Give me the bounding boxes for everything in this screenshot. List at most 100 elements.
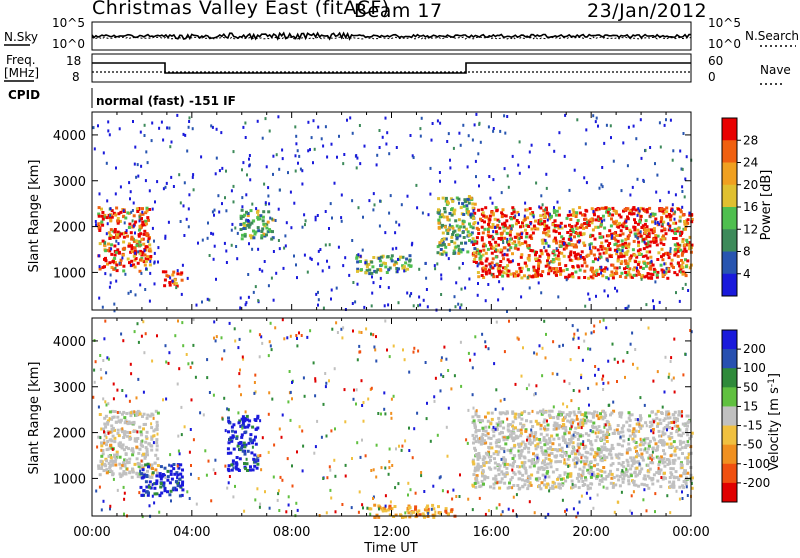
power-data-cell [526,244,529,247]
velocity-noise-cell [546,420,548,423]
power-data-cell [609,248,612,251]
power-noise-cell [663,262,665,265]
velocity-noise-cell [337,331,339,334]
power-data-cell [452,227,455,230]
velocity-noise-cell [601,378,603,381]
power-data-cell [620,260,623,263]
power-data-cell [126,235,129,238]
power-noise-cell [675,291,677,294]
power-data-cell [501,275,504,278]
velocity-noise-cell [290,391,292,394]
power-data-cell [621,243,624,246]
velocity-noise-cell [148,485,150,488]
velocity-data-cell [234,431,237,434]
velocity-noise-cell [109,417,111,420]
power-noise-cell [317,214,319,217]
velocity-data-cell [121,430,124,433]
velocity-noise-cell [259,506,261,509]
power-data-cell [440,239,443,242]
velocity-data-cell [500,470,503,473]
velocity-data-cell [600,446,603,449]
velocity-data-cell [536,423,539,426]
velocity-noise-cell [536,353,538,356]
velocity-data-cell [409,506,412,509]
velocity-data-cell [632,433,635,436]
power-data-cell [595,218,598,221]
power-noise-cell [388,212,390,215]
power-data-cell [541,239,544,242]
velocity-data-cell [612,432,615,435]
power-noise-cell [279,189,281,192]
velocity-noise-cell [363,401,365,404]
velocity-noise-cell [191,362,193,365]
power-data-cell [584,218,587,221]
power-noise-cell [607,294,609,297]
power-data-cell [115,207,118,210]
velocity-data-cell [523,461,526,464]
velocity-data-cell [663,465,666,468]
power-data-cell [495,209,498,212]
velocity-noise-cell [323,403,325,406]
velocity-data-cell [605,448,608,451]
power-noise-cell [427,305,429,308]
velocity-noise-cell [335,321,337,324]
power-data-cell [570,250,573,253]
power-data-cell [576,222,579,225]
velocity-noise-cell [585,333,587,336]
velocity-noise-cell [481,333,483,336]
velocity-noise-cell [521,443,523,446]
velocity-noise-cell [221,336,223,339]
power-noise-cell [379,129,381,132]
power-colorbar-tick-label: 28 [743,133,758,147]
power-data-cell [612,276,615,279]
velocity-noise-cell [268,451,270,454]
power-data-cell [139,244,142,247]
power-data-cell [516,219,519,222]
velocity-noise-cell [597,494,599,497]
velocity-data-cell [662,419,665,422]
velocity-noise-cell [620,436,622,439]
power-noise-cell [388,152,390,155]
velocity-noise-cell [488,509,490,512]
power-data-cell [648,232,651,235]
power-data-cell [553,230,556,233]
power-noise-cell [151,122,153,125]
velocity-data-cell [181,488,184,491]
velocity-data-cell [606,440,609,443]
power-data-cell [110,228,113,231]
velocity-noise-cell [145,332,147,335]
power-data-cell [440,248,443,251]
velocity-data-cell [540,446,543,449]
power-data-cell [501,215,504,218]
power-noise-cell [360,255,362,258]
power-noise-cell [492,202,494,205]
velocity-data-cell [255,443,258,446]
velocity-data-cell [478,485,481,488]
velocity-noise-cell [454,374,456,377]
power-data-cell [101,211,104,214]
velocity-noise-cell [367,398,369,401]
velocity-noise-cell [153,417,155,420]
velocity-noise-cell [196,503,198,506]
velocity-data-cell [590,443,593,446]
velocity-data-cell [253,454,256,457]
velocity-data-cell [110,439,113,442]
power-noise-cell [178,173,180,176]
velocity-noise-cell [238,372,240,375]
power-noise-cell [300,168,302,171]
power-data-cell [633,240,636,243]
velocity-noise-cell [592,507,594,510]
power-data-cell [594,257,597,260]
power-data-cell [585,210,588,213]
velocity-data-cell [478,415,481,418]
velocity-noise-cell [93,369,95,372]
power-noise-cell [460,144,462,147]
velocity-data-cell [604,478,607,481]
power-noise-cell [477,152,479,155]
velocity-noise-cell [583,340,585,343]
power-noise-cell [679,232,681,235]
power-data-cell [241,237,244,240]
velocity-noise-cell [121,427,123,430]
velocity-data-cell [564,429,567,432]
velocity-noise-cell [271,348,273,351]
